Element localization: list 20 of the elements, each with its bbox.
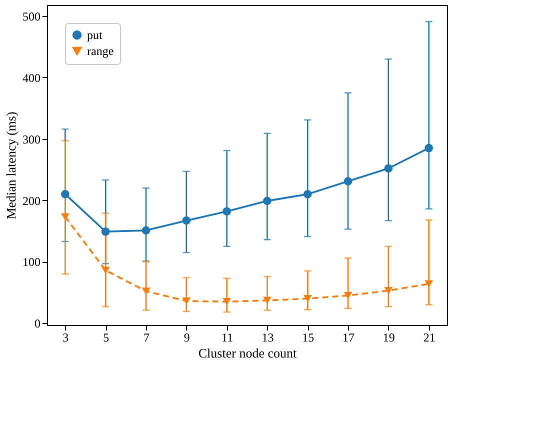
y-tick-label: 300 — [22, 132, 40, 146]
x-tick-label: 7 — [143, 330, 150, 344]
x-tick-label: 15 — [302, 330, 314, 344]
y-axis-title: Median latency (ms) — [4, 112, 18, 220]
legend-label: put — [87, 28, 103, 42]
x-tick-label: 5 — [103, 330, 110, 344]
y-tick-label: 100 — [22, 255, 40, 270]
x-tick-label: 11 — [222, 330, 234, 344]
y-tick-label: 200 — [22, 194, 40, 208]
y-tick-label: 400 — [22, 70, 40, 85]
x-tick-label: 17 — [342, 330, 355, 344]
y-tick-label: 0 — [34, 316, 40, 331]
x-tick-label: 3 — [62, 330, 69, 344]
x-axis-title: Cluster node count — [198, 346, 297, 360]
x-tick-label: 9 — [184, 330, 190, 344]
y-tick-label: 500 — [22, 10, 40, 24]
x-tick-label: 13 — [262, 330, 274, 344]
x-tick-label: 19 — [382, 330, 395, 344]
x-tick-label: 21 — [423, 330, 436, 344]
legend-label: range — [87, 44, 114, 58]
